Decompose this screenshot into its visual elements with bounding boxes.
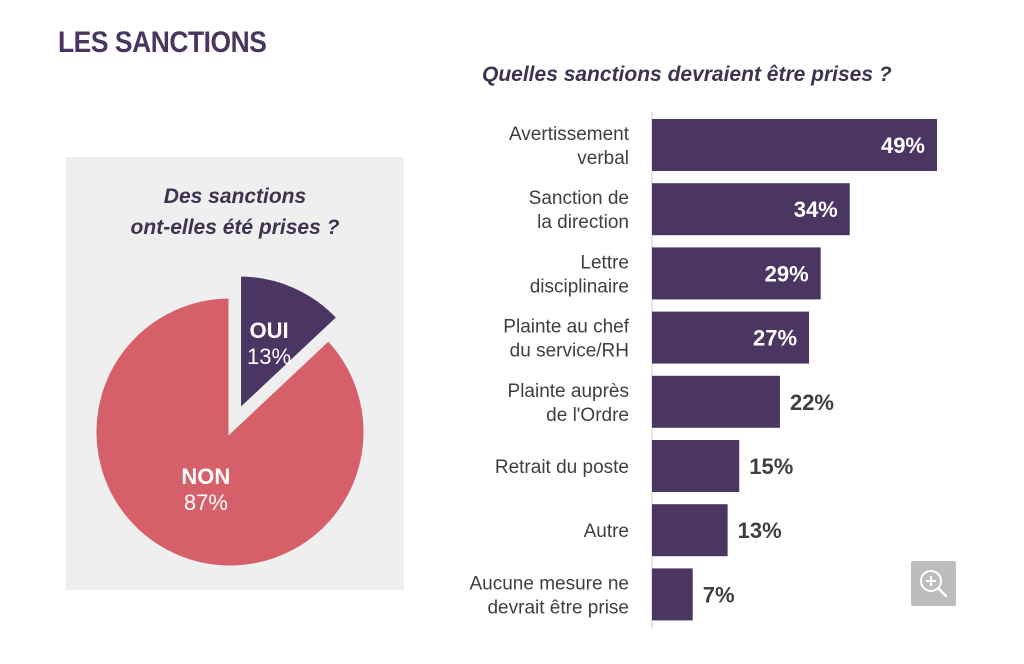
bar-chart-title: Quelles sanctions devraient être prises … [482,63,892,86]
bar-value-label-6: 13% [738,518,782,543]
bar-0 [652,119,937,171]
page-title: LES SANCTIONS [58,26,267,59]
bar-5 [652,440,740,492]
pie-value-non: 87% [184,490,228,515]
pie-title-line-2: ont-elles été prises ? [130,216,340,239]
pie-slice-oui [238,273,341,414]
pie-chart-title: Des sanctions ont-elles été prises ? [66,181,404,243]
bar-value-label-2: 29% [765,261,809,286]
bar-category-label-0: Avertissement verbal [509,124,630,169]
bar-4 [652,375,780,428]
pie-chart-panel: Des sanctions ont-elles été prises ? OUI… [66,157,404,590]
pie-label-oui: OUI [249,318,288,343]
bar-2 [652,247,821,300]
pie-label-non: NON [181,464,230,489]
pie-slice-non [93,295,367,569]
bar-7 [652,568,693,621]
bar-category-label-5: Retrait du poste [495,457,629,478]
bar-value-label-0: 49% [881,133,925,158]
bar-category-label-7: Aucune mesure ne devrait être prise [470,573,630,618]
pie-value-oui: 13% [247,344,291,369]
bar-category-label-3: Plainte au chef du service/RH [503,317,629,362]
zoom-button[interactable] [911,561,956,606]
bar-value-label-4: 22% [790,390,834,415]
bar-value-label-1: 34% [794,197,838,222]
bar-value-label-5: 15% [749,454,793,479]
bar-category-label-1: Sanction de la direction [529,188,629,233]
bar-category-label-2: Lettre disciplinaire [530,252,629,297]
pie-title-line-1: Des sanctions [163,185,307,208]
bar-category-label-6: Autre [584,521,629,542]
bar-6 [652,504,728,557]
bar-value-label-3: 27% [753,326,797,351]
bar-category-label-4: Plainte auprès de l'Ordre [508,381,629,426]
bar-3 [652,311,810,364]
bar-value-label-7: 7% [703,582,735,607]
bar-1 [652,183,850,236]
zoom-in-icon [920,570,948,598]
